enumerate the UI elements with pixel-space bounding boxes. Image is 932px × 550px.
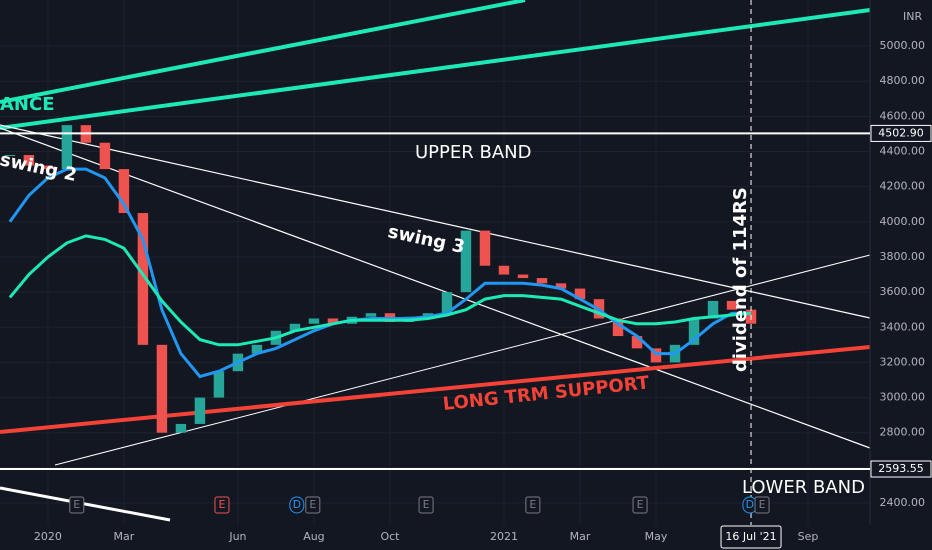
candle	[4, 155, 16, 157]
y-tick-label: 3600.00	[880, 285, 926, 298]
candle	[327, 318, 339, 324]
moving-average	[8, 167, 751, 379]
price-tag-label: 2593.55	[878, 462, 924, 475]
candle	[308, 318, 320, 324]
trend-line	[0, 486, 171, 522]
y-tick-label: 3800.00	[880, 250, 926, 263]
event-marker	[289, 496, 305, 514]
event-label: E	[529, 498, 536, 511]
y-tick-label: 3400.00	[880, 320, 926, 333]
event-marker	[214, 496, 230, 514]
candle	[536, 278, 548, 284]
event-label: E	[423, 498, 430, 511]
event-marker	[754, 496, 770, 514]
trend-line	[0, 127, 871, 449]
candle	[726, 300, 738, 310]
price-plot	[4, 125, 757, 433]
candle	[175, 423, 187, 433]
currency-label: INR	[903, 10, 922, 23]
candle	[23, 155, 35, 166]
y-tick-label: 2400.00	[880, 496, 926, 509]
crosshair-tag	[720, 525, 782, 549]
candle	[631, 336, 643, 349]
trend-line	[0, 8, 871, 130]
candle	[156, 344, 168, 433]
x-tick-label: 2020	[34, 530, 62, 543]
candle	[612, 318, 624, 337]
candle	[479, 230, 491, 266]
x-tick-label: Mar	[114, 530, 135, 543]
x-tick-label: Sep	[798, 530, 819, 543]
candle	[498, 265, 510, 275]
annotation: dividend of 114RS	[730, 187, 751, 372]
x-tick-label: May	[645, 530, 668, 543]
y-tick-label: 3200.00	[880, 355, 926, 368]
y-tick-label: 4400.00	[880, 145, 926, 158]
candle	[251, 344, 263, 354]
y-tick-label: 3000.00	[880, 391, 926, 404]
event-marker	[632, 496, 648, 514]
annotation: LOWER BAND	[742, 477, 865, 498]
candle	[194, 397, 206, 424]
x-tick-label: Oct	[380, 530, 400, 543]
annotation: UPPER BAND	[415, 142, 531, 163]
event-label: E	[759, 498, 766, 511]
candle	[707, 300, 719, 319]
candle	[555, 283, 567, 289]
candle	[137, 213, 149, 345]
event-marker	[305, 496, 321, 514]
candle	[517, 274, 529, 279]
y-tick-label: 5000.00	[880, 39, 926, 52]
price-tag-label: 4502.90	[878, 126, 924, 139]
event-label: D	[293, 498, 301, 511]
event-label: E	[218, 498, 225, 511]
event-marker	[418, 496, 434, 514]
candle	[213, 371, 225, 398]
x-tick-label: Aug	[303, 530, 324, 543]
trend-line	[54, 254, 871, 466]
candle	[99, 142, 111, 170]
candle	[441, 292, 453, 314]
candle	[688, 318, 700, 345]
price-axis	[870, 0, 932, 550]
support-line	[0, 345, 871, 434]
drawings	[0, 0, 871, 522]
event-label: D	[746, 498, 754, 511]
candle	[61, 125, 73, 170]
event-marker	[525, 496, 541, 514]
y-tick-label: 2800.00	[880, 426, 926, 439]
trend-line	[0, 0, 526, 104]
candle	[460, 230, 472, 293]
x-tick-label: 2021	[490, 530, 518, 543]
x-tick-label: Mar	[570, 530, 591, 543]
moving-average	[8, 234, 752, 347]
crosshair-label: 16 Jul '21	[725, 530, 776, 543]
candle	[422, 313, 434, 317]
y-tick-label: 4200.00	[880, 180, 926, 193]
price-tag	[870, 124, 932, 142]
y-tick-label: 4600.00	[880, 109, 926, 122]
trend-line	[0, 124, 871, 319]
price-tag	[870, 460, 932, 478]
event-label: E	[73, 498, 80, 511]
candle	[650, 348, 662, 363]
candle	[365, 313, 377, 317]
y-tick-label: 4000.00	[880, 215, 926, 228]
x-tick-label: Jun	[228, 530, 246, 543]
candle	[289, 323, 301, 331]
event-label: E	[309, 498, 316, 511]
event-label: E	[637, 498, 644, 511]
candle	[574, 288, 586, 300]
y-tick-label: 4800.00	[880, 74, 926, 87]
candle	[42, 165, 54, 170]
annotation: ANCE	[0, 94, 55, 115]
time-axis	[0, 525, 932, 550]
event-marker	[69, 496, 85, 514]
candle	[118, 169, 130, 214]
